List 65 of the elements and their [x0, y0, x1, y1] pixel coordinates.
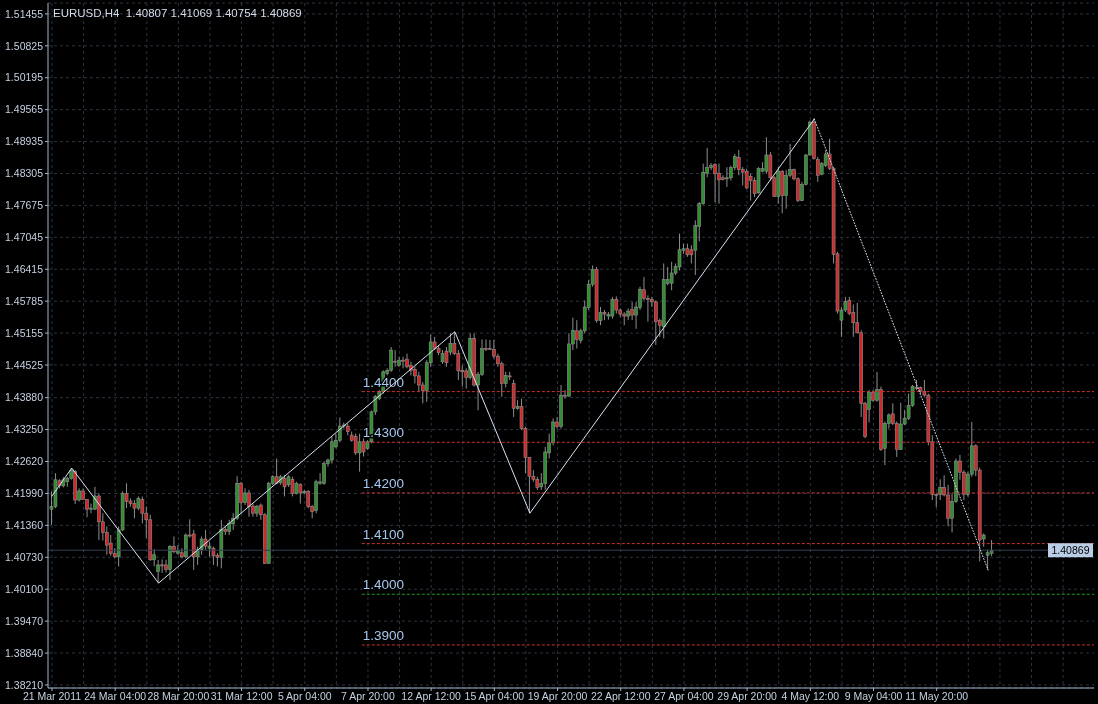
- ref-line-label: 1.4100: [362, 526, 405, 542]
- candlestick: [654, 299, 658, 346]
- x-tick-label: 5 Apr 04:00: [277, 690, 332, 703]
- y-tick-label: 1.38840: [5, 646, 44, 659]
- ref-line-label: 1.4200: [362, 475, 405, 491]
- x-tick-label: 9 May 04:00: [844, 690, 903, 703]
- candlestick: [191, 529, 196, 571]
- x-tick-label: 7 Apr 20:00: [341, 690, 395, 703]
- x-tick-label: 29 Apr 20:00: [717, 690, 778, 703]
- candlestick: [140, 495, 145, 524]
- ref-line-label: 1.3900: [362, 627, 405, 643]
- x-tick-label: 21 Mar 2011: [22, 690, 82, 703]
- y-tick-label: 1.39470: [5, 614, 44, 627]
- x-tick-label: 28 Mar 20:00: [147, 690, 210, 703]
- y-tick-label: 1.48305: [5, 167, 44, 180]
- y-tick-label: 1.43880: [5, 391, 44, 404]
- y-tick-label: 1.45155: [5, 326, 44, 339]
- x-tick-label: 24 Mar 04:00: [84, 690, 147, 703]
- y-tick-label: 1.51455: [5, 7, 44, 20]
- x-tick-label: 12 Apr 12:00: [401, 690, 462, 703]
- x-tick-label: 31 Mar 12:00: [210, 690, 273, 703]
- candlestick: [357, 433, 362, 473]
- y-tick-label: 1.47045: [5, 231, 44, 244]
- candlestick: [393, 349, 397, 368]
- y-tick-label: 1.40100: [5, 582, 44, 595]
- x-tick-label: 11 May 20:00: [905, 690, 969, 703]
- candlestick: [575, 319, 579, 350]
- x-tick-label: 19 Apr 20:00: [527, 690, 588, 703]
- y-tick-label: 1.50195: [5, 71, 44, 84]
- candlestick: [938, 478, 942, 501]
- candlestick: [725, 166, 729, 188]
- y-tick-label: 1.41360: [5, 519, 44, 532]
- y-tick-label: 1.50825: [5, 39, 44, 52]
- candlestick: [322, 461, 326, 486]
- y-tick-label: 1.48935: [5, 135, 44, 148]
- candlestick: [669, 261, 674, 291]
- y-tick-label: 1.38210: [5, 678, 44, 691]
- candlestick: [105, 525, 109, 556]
- candlestick: [630, 301, 634, 321]
- y-tick-label: 1.40730: [5, 551, 44, 564]
- x-tick-label: 4 May 12:00: [781, 690, 840, 703]
- candlestick: [389, 346, 393, 373]
- y-tick-label: 1.42620: [5, 455, 44, 468]
- chart-title: EURUSD,H4 1.40807 1.41069 1.40754 1.40869: [53, 6, 302, 20]
- x-tick-label: 27 Apr 04:00: [654, 690, 714, 703]
- candlestick: [764, 136, 769, 175]
- ref-line-label: 1.40869: [1051, 544, 1090, 557]
- candlestick: [713, 162, 717, 203]
- y-tick-label: 1.45785: [5, 294, 44, 307]
- x-tick-label: 22 Apr 12:00: [590, 690, 651, 703]
- x-tick-label: 15 Apr 04:00: [464, 690, 525, 703]
- candlestick: [401, 356, 405, 369]
- candlestick: [330, 436, 334, 465]
- y-tick-label: 1.44525: [5, 358, 44, 371]
- candlestick: [717, 163, 721, 205]
- candlestick: [247, 489, 251, 518]
- candlestick: [748, 173, 753, 202]
- y-tick-label: 1.46415: [5, 262, 44, 275]
- y-tick-label: 1.43250: [5, 423, 44, 436]
- candlestick: [160, 558, 164, 574]
- y-tick-label: 1.49565: [5, 103, 44, 116]
- y-tick-label: 1.41990: [5, 487, 44, 500]
- candlestick: [306, 489, 311, 509]
- ref-line-label: 1.4000: [362, 577, 405, 593]
- y-tick-label: 1.47675: [5, 199, 44, 212]
